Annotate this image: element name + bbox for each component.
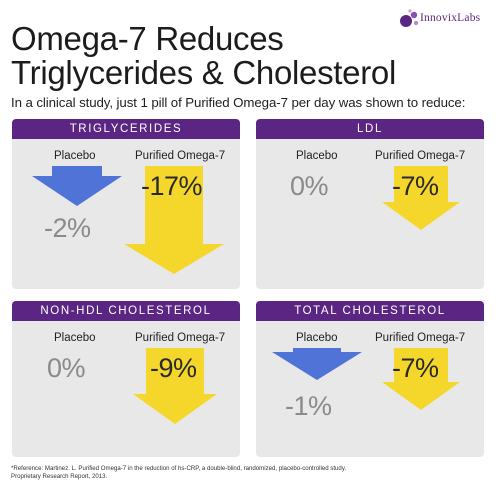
footnote-line-1: *Reference: Martinez. L. Purified Omega-… [11, 465, 347, 472]
panel-total-cholesterol: TOTAL CHOLESTEROL Placebo Purified Omega… [256, 301, 484, 457]
placebo-down-arrow-icon [272, 348, 362, 380]
omega-label: Purified Omega-7 [375, 332, 466, 344]
placebo-value: -1% [285, 391, 332, 421]
page-title: Omega-7 Reduces Triglycerides & Choleste… [11, 22, 396, 90]
placebo-value: -2% [44, 213, 91, 243]
brand-logo: InnovixLabs [398, 8, 493, 30]
placebo-value: 0% [47, 353, 86, 383]
brand-name: InnovixLabs [420, 12, 481, 24]
omega-label: Purified Omega-7 [375, 150, 466, 162]
panel-title: TRIGLYCERIDES [12, 119, 240, 139]
placebo-label: Placebo [54, 150, 96, 162]
omega-down-arrow-icon [382, 166, 460, 230]
panel-title: NON-HDL CHOLESTEROL [12, 301, 240, 321]
title-line-2: Triglycerides & Cholesterol [11, 54, 396, 91]
placebo-label: Placebo [296, 332, 338, 344]
omega-down-arrow-icon [382, 348, 460, 410]
panel-title: TOTAL CHOLESTEROL [256, 301, 484, 321]
omega-value: -7% [392, 353, 439, 383]
omega-label: Purified Omega-7 [135, 150, 226, 162]
omega-label: Purified Omega-7 [135, 332, 226, 344]
placebo-down-arrow-icon [32, 166, 122, 206]
panel-ldl: LDL Placebo Purified Omega-7 0% -7% [256, 119, 484, 289]
molecule-logo-icon [400, 9, 419, 27]
placebo-label: Placebo [54, 332, 96, 344]
omega-down-arrow-icon [133, 348, 217, 424]
placebo-value: 0% [290, 171, 329, 201]
page-subtitle: In a clinical study, just 1 pill of Puri… [11, 95, 466, 110]
title-line-1: Omega-7 Reduces [11, 20, 284, 57]
omega-value: -9% [150, 353, 197, 383]
reference-footnote: *Reference: Martinez. L. Purified Omega-… [11, 465, 346, 481]
placebo-label: Placebo [296, 150, 338, 162]
panel-triglycerides: TRIGLYCERIDES Placebo Purified Omega-7 -… [12, 119, 240, 289]
panel-title: LDL [256, 119, 484, 139]
omega-value: -7% [392, 171, 439, 201]
omega-down-arrow-icon [124, 166, 224, 274]
footnote-line-2: Proprietary Research Report, 2013. [11, 473, 108, 480]
panel-non-hdl-cholesterol: NON-HDL CHOLESTEROL Placebo Purified Ome… [12, 301, 240, 457]
omega-value: -17% [141, 171, 203, 201]
